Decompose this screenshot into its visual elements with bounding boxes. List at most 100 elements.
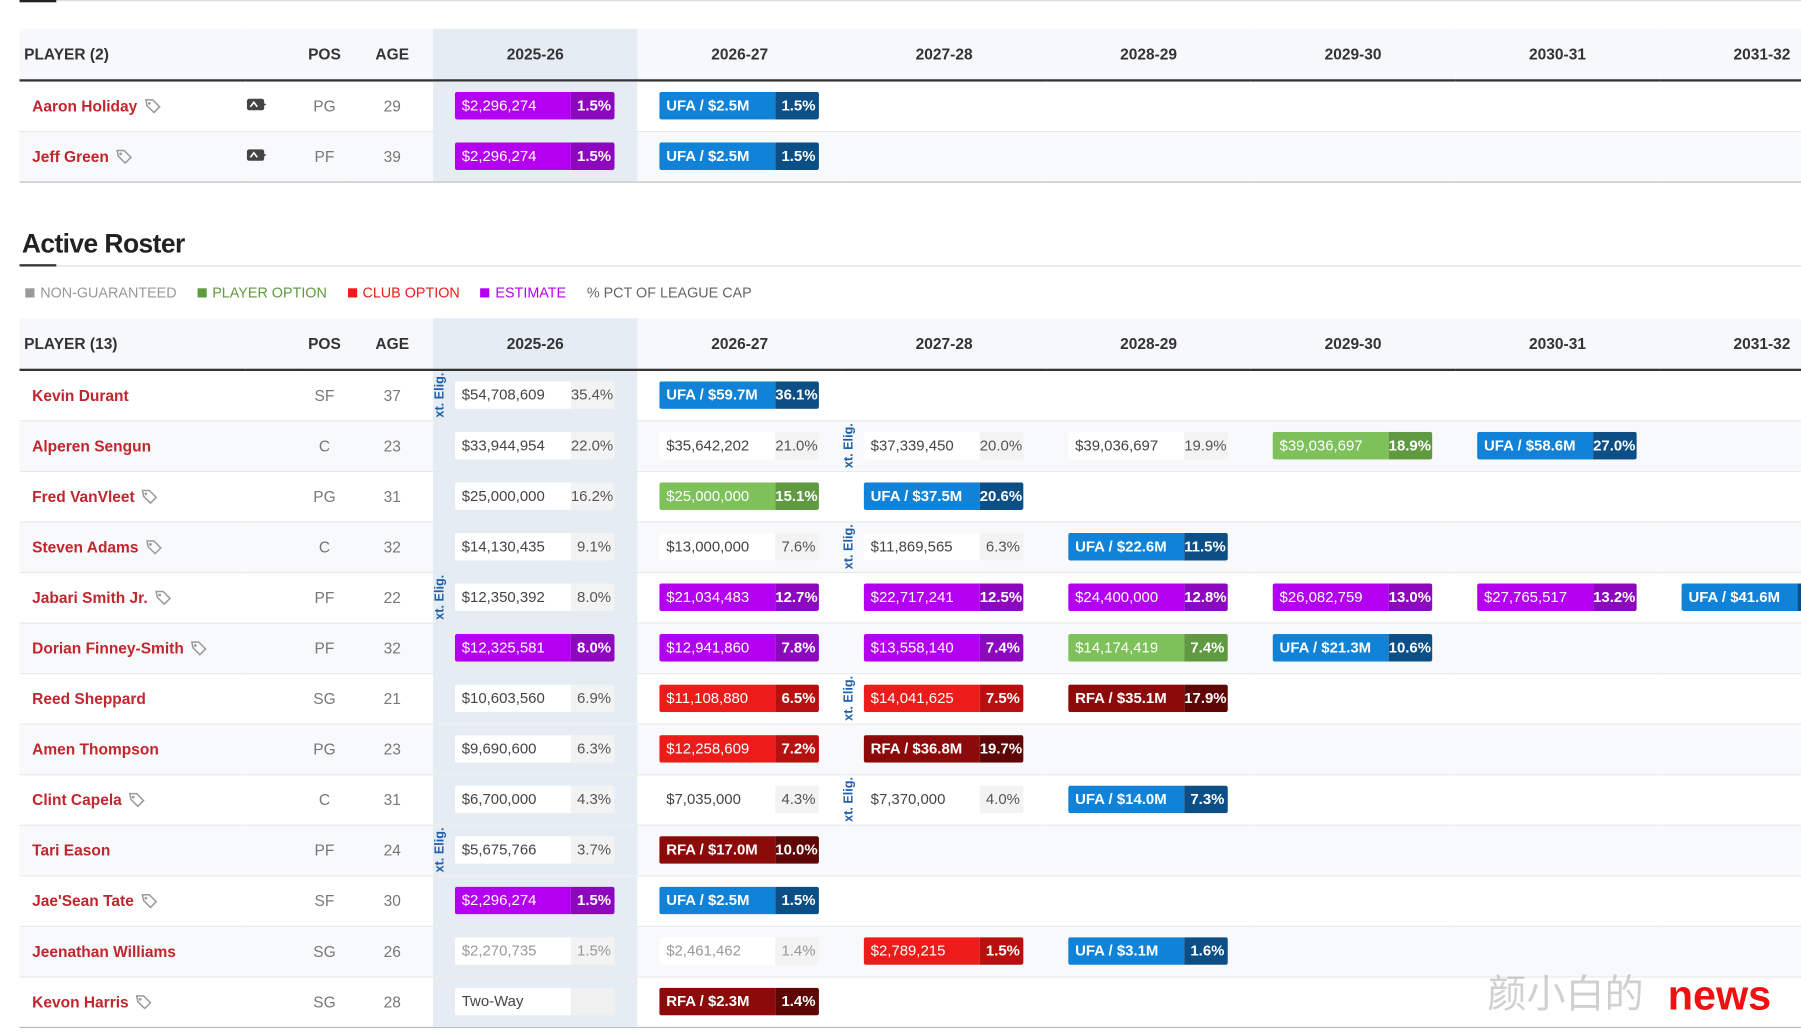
year-column-header[interactable]: 2028-29 [1046, 318, 1251, 371]
salary-chip[interactable]: $5,675,766 3.7% [454, 836, 615, 864]
player-column-header[interactable]: PLAYER (13) [19, 318, 246, 371]
salary-chip[interactable]: $12,350,392 8.0% [454, 583, 615, 612]
salary-chip[interactable]: UFA / $21.3M 10.6% [1272, 634, 1433, 662]
year-column-header[interactable]: 2026-27 [637, 28, 842, 82]
salary-chip[interactable]: $12,325,581 8.0% [454, 634, 615, 662]
salary-chip[interactable]: $2,461,462 1.4% [659, 937, 819, 965]
salary-cell: $33,944,954 22.0% [433, 420, 638, 471]
tag-icon[interactable] [115, 149, 132, 164]
salary-chip[interactable]: $6,700,000 4.3% [454, 785, 615, 814]
age-column-header[interactable]: AGE [351, 28, 434, 82]
salary-chip[interactable]: UFA / $3.1M 1.6% [1068, 937, 1228, 965]
salary-chip[interactable]: $22,717,241 12.5% [863, 583, 1024, 612]
salary-chip[interactable]: UFA / $58.6M 27.0% [1477, 431, 1637, 460]
tag-icon[interactable] [141, 489, 158, 504]
salary-chip[interactable]: $37,339,450 20.0% [863, 431, 1024, 460]
pos-column-header[interactable]: POS [297, 318, 352, 371]
salary-chip[interactable]: UFA / $59.7M 36.1% [659, 381, 819, 410]
player-name-link[interactable]: Tari Eason [32, 841, 111, 859]
salary-chip[interactable]: RFA / $2.3M 1.4% [659, 987, 819, 1016]
salary-chip[interactable]: $7,035,000 4.3% [659, 785, 819, 814]
salary-chip[interactable]: $12,258,609 7.2% [659, 735, 819, 763]
year-column-header[interactable]: 2028-29 [1046, 28, 1251, 82]
player-column-header[interactable]: PLAYER (2) [19, 28, 246, 82]
salary-chip[interactable]: $14,174,419 7.4% [1068, 634, 1228, 662]
salary-chip[interactable]: $27,765,517 13.2% [1477, 583, 1637, 612]
tag-icon[interactable] [128, 792, 145, 807]
player-name-link[interactable]: Aaron Holiday [32, 97, 138, 115]
salary-chip[interactable]: $25,000,000 16.2% [454, 482, 615, 510]
flag-cell [245, 925, 298, 977]
salary-chip[interactable]: UFA / $2.5M 1.5% [659, 886, 819, 915]
salary-chip[interactable]: RFA / $35.1M 17.9% [1068, 684, 1228, 713]
salary-chip[interactable]: $26,082,759 13.0% [1272, 583, 1433, 612]
salary-chip[interactable]: $13,558,140 7.4% [863, 634, 1024, 662]
player-name-link[interactable]: Jeenathan Williams [32, 942, 176, 960]
salary-chip[interactable]: $39,036,697 19.9% [1068, 431, 1228, 460]
player-name-link[interactable]: Dorian Finney-Smith [32, 639, 184, 657]
salary-chip[interactable]: $2,296,274 1.5% [454, 142, 615, 170]
salary-chip[interactable]: UFA / $37.5M 20.6% [863, 482, 1024, 510]
year-column-header[interactable]: 2025-26 [433, 28, 638, 82]
salary-chip[interactable]: $9,690,600 6.3% [454, 735, 615, 763]
salary-chip[interactable]: $10,603,560 6.9% [454, 684, 615, 713]
year-column-header[interactable]: 2031-32 [1659, 318, 1801, 371]
salary-chip[interactable]: $21,034,483 12.7% [659, 583, 819, 612]
year-column-header[interactable]: 2030-31 [1455, 318, 1660, 371]
salary-chip[interactable]: $7,370,000 4.0% [863, 785, 1024, 814]
salary-chip[interactable]: $33,944,954 22.0% [454, 431, 615, 460]
salary-chip[interactable]: RFA / $36.8M 19.7% [863, 735, 1024, 763]
player-name-link[interactable]: Reed Sheppard [32, 689, 146, 707]
player-name-link[interactable]: Jeff Green [32, 147, 109, 165]
year-column-header[interactable]: 2029-30 [1250, 318, 1456, 371]
tag-icon[interactable] [135, 994, 152, 1009]
salary-chip[interactable]: RFA / $17.0M 10.0% [659, 836, 819, 864]
year-column-header[interactable]: 2027-28 [841, 28, 1047, 82]
tag-icon[interactable] [144, 98, 161, 114]
salary-chip[interactable]: Two-Way [454, 987, 615, 1016]
salary-chip[interactable]: UFA / $22.6M 11.5% [1068, 532, 1228, 561]
salary-chip[interactable]: $11,869,565 6.3% [863, 532, 1024, 561]
salary-chip[interactable]: $25,000,000 15.1% [659, 482, 819, 510]
salary-chip[interactable]: UFA / $2.5M 1.5% [659, 92, 819, 120]
salary-chip[interactable]: $2,296,274 1.5% [454, 92, 615, 120]
player-name-link[interactable]: Jae'Sean Tate [32, 891, 134, 910]
salary-chip[interactable]: UFA / $2.5M 1.5% [659, 142, 819, 170]
player-name-link[interactable]: Clint Capela [32, 790, 122, 809]
player-name-link[interactable]: Kevon Harris [32, 992, 129, 1011]
year-column-header[interactable]: 2030-31 [1455, 28, 1660, 82]
player-name-link[interactable]: Jabari Smith Jr. [32, 588, 148, 606]
year-column-header[interactable]: 2025-26 [433, 318, 638, 371]
salary-chip[interactable]: $14,041,625 7.5% [863, 684, 1024, 713]
pos-column-header[interactable]: POS [297, 28, 352, 82]
salary-chip[interactable]: $2,296,274 1.5% [454, 886, 615, 915]
year-column-header[interactable]: 2031-32 [1659, 28, 1801, 82]
salary-chip[interactable]: $54,708,609 35.4% [454, 381, 615, 410]
year-column-header[interactable]: 2029-30 [1250, 28, 1456, 82]
salary-chip[interactable]: $2,789,215 1.5% [863, 937, 1024, 965]
tag-icon[interactable] [154, 590, 171, 605]
player-name-link[interactable]: Fred VanVleet [32, 487, 135, 505]
year-column-header[interactable]: 2026-27 [637, 318, 842, 371]
salary-chip[interactable]: $11,108,880 6.5% [659, 684, 819, 713]
tag-icon[interactable] [140, 893, 157, 908]
salary-chip[interactable]: UFA / $41.6M [1681, 583, 1801, 612]
salary-chip[interactable]: $39,036,697 18.9% [1272, 431, 1433, 460]
tag-icon[interactable] [190, 640, 207, 656]
age-column-header[interactable]: AGE [351, 318, 434, 371]
player-name-link[interactable]: Alperen Sengun [32, 437, 152, 455]
salary-chip[interactable]: $14,130,435 9.1% [454, 532, 615, 561]
salary-chip[interactable]: UFA / $14.0M 7.3% [1068, 785, 1228, 814]
player-name-link[interactable]: Kevin Durant [32, 386, 129, 405]
year-column-header[interactable]: 2027-28 [841, 318, 1047, 371]
tag-icon[interactable] [145, 539, 162, 555]
salary-chip[interactable]: $13,000,000 7.6% [659, 532, 819, 561]
salary-chip[interactable]: $35,642,202 21.0% [659, 431, 819, 460]
flag-column-header[interactable] [245, 28, 298, 82]
salary-chip[interactable]: $12,941,860 7.8% [659, 634, 819, 662]
player-name-link[interactable]: Steven Adams [32, 538, 139, 556]
player-name-link[interactable]: Amen Thompson [32, 740, 159, 758]
salary-chip[interactable]: $2,270,735 1.5% [454, 937, 615, 965]
salary-chip[interactable]: $24,400,000 12.8% [1068, 583, 1228, 612]
flag-column-header[interactable] [245, 318, 298, 371]
